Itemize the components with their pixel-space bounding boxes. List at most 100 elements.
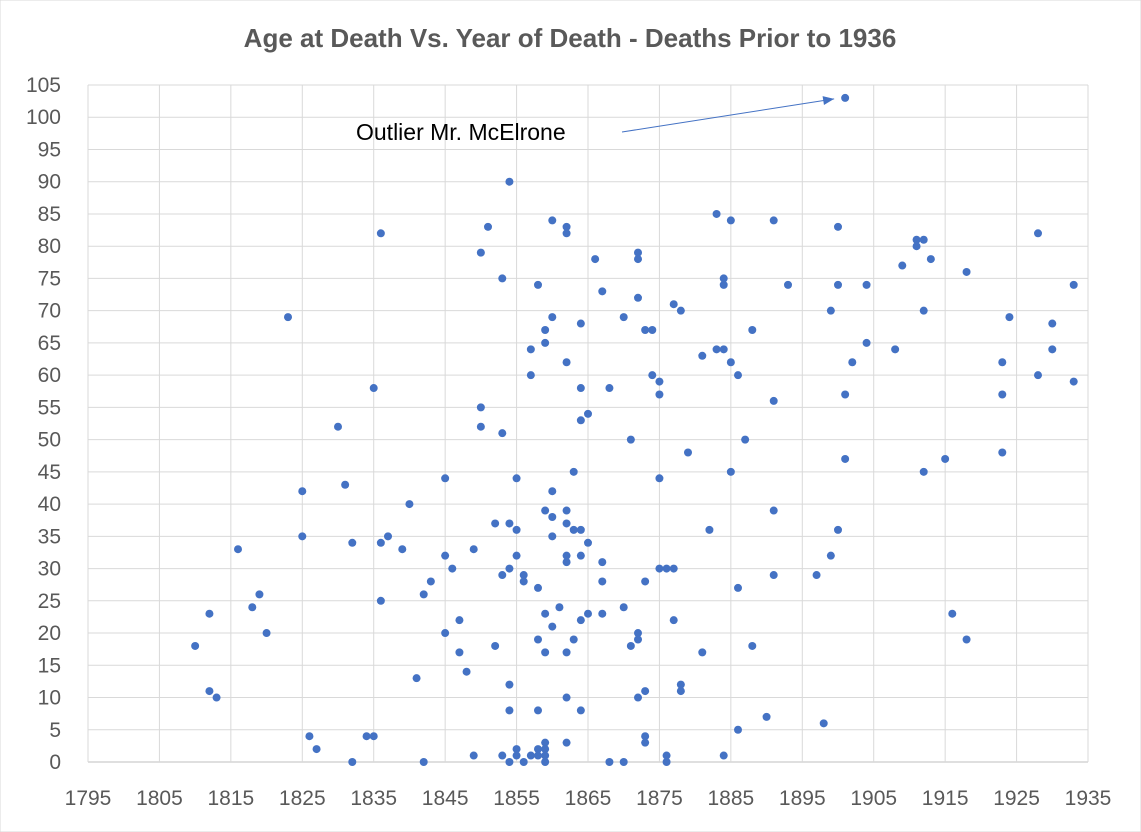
data-point [634, 293, 642, 302]
data-point [598, 609, 607, 618]
data-point [705, 525, 714, 534]
x-axis-tick-labels: 1795 1805 1815 1825 1835 1845 1855 1865 1875 1885… [65, 787, 1112, 810]
data-point [519, 758, 528, 766]
data-point [205, 687, 214, 696]
data-point [834, 280, 842, 289]
data-point [476, 422, 485, 431]
y-tick-label: 45 [38, 461, 61, 484]
data-point [576, 706, 585, 715]
data-point [426, 577, 435, 586]
data-point [605, 384, 614, 393]
x-tick-label: 1915 [922, 787, 969, 810]
y-tick-label: 105 [26, 74, 61, 97]
y-tick-label: 10 [38, 687, 61, 710]
data-point [741, 435, 750, 444]
data-point [826, 306, 835, 315]
x-tick-label: 1885 [707, 787, 754, 810]
data-point [555, 603, 564, 612]
data-point [491, 641, 500, 650]
data-point [941, 454, 950, 463]
annotation-label: Outlier Mr. McElrone [356, 119, 566, 145]
data-point [441, 551, 450, 560]
data-point [534, 583, 542, 592]
data-point [641, 687, 650, 696]
data-point [919, 467, 928, 476]
data-point [891, 345, 900, 354]
data-point [512, 551, 521, 560]
data-point [541, 648, 550, 657]
y-tick-label: 15 [38, 654, 61, 677]
data-point [341, 480, 350, 489]
data-point [834, 525, 842, 534]
data-point [534, 280, 542, 289]
data-point [641, 577, 650, 586]
data-point [669, 564, 678, 573]
data-point [505, 758, 514, 766]
data-point [655, 377, 664, 386]
y-tick-label: 80 [38, 235, 61, 258]
data-point [562, 229, 571, 238]
data-point [362, 732, 371, 741]
data-point [441, 629, 450, 638]
annotation-arrow-head [822, 96, 835, 106]
data-point [519, 577, 528, 586]
data-point [1034, 371, 1042, 380]
data-point [212, 693, 221, 702]
data-point [634, 629, 642, 638]
data-point [676, 306, 685, 315]
data-point [548, 512, 557, 521]
data-point [576, 616, 585, 625]
data-point [541, 751, 550, 760]
data-point [548, 487, 557, 496]
data-point [862, 338, 871, 347]
data-point [541, 758, 550, 766]
data-point [576, 384, 585, 393]
data-point [641, 732, 650, 741]
data-point [369, 732, 378, 741]
data-point [569, 635, 578, 644]
data-point [455, 616, 464, 625]
data-point [191, 641, 200, 650]
data-point [841, 454, 850, 463]
data-point [562, 648, 571, 657]
data-point [1069, 280, 1078, 289]
y-tick-label: 20 [38, 622, 61, 645]
data-point [769, 216, 778, 225]
y-tick-label: 25 [38, 590, 61, 613]
x-tick-label: 1795 [65, 787, 112, 810]
x-tick-label: 1895 [779, 787, 826, 810]
data-point [562, 738, 571, 747]
data-point [541, 326, 550, 335]
data-point [605, 758, 614, 766]
data-point [498, 571, 507, 580]
y-tick-label: 60 [38, 364, 61, 387]
data-point [676, 687, 685, 696]
data-point [541, 745, 550, 754]
x-tick-label: 1825 [279, 787, 326, 810]
data-point [526, 345, 535, 354]
data-point [726, 467, 735, 476]
data-point [626, 435, 635, 444]
data-point [841, 390, 850, 399]
y-tick-label: 5 [49, 719, 61, 742]
data-point [848, 358, 857, 367]
data-point [512, 474, 521, 483]
data-point [541, 738, 550, 747]
data-point [541, 338, 550, 347]
data-point [819, 719, 828, 728]
data-point [712, 209, 721, 218]
y-tick-label: 70 [38, 300, 61, 323]
data-point [634, 693, 642, 702]
data-point [662, 564, 671, 573]
data-point [626, 641, 635, 650]
annotation-arrow-line [621, 98, 835, 133]
data-point [998, 358, 1007, 367]
chart-title: Age at Death Vs. Year of Death - Deaths … [244, 23, 897, 53]
data-point [376, 538, 385, 547]
data-point [619, 758, 628, 766]
data-point [369, 384, 378, 393]
x-tick-label: 1905 [850, 787, 897, 810]
data-point [512, 751, 521, 760]
